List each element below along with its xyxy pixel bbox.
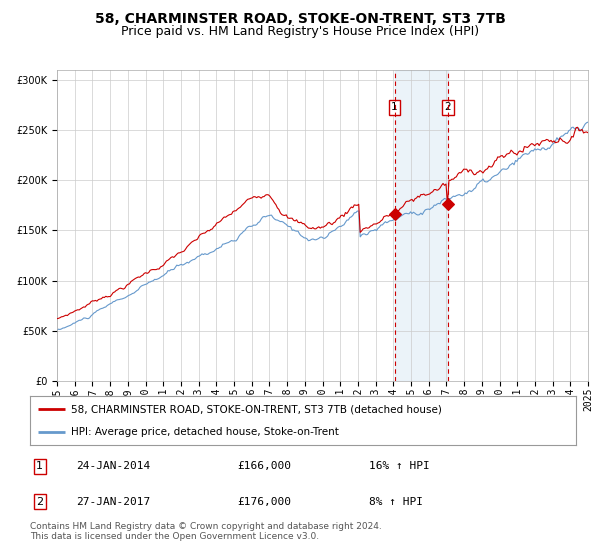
Text: 58, CHARMINSTER ROAD, STOKE-ON-TRENT, ST3 7TB: 58, CHARMINSTER ROAD, STOKE-ON-TRENT, ST…	[95, 12, 505, 26]
Text: 1: 1	[391, 102, 398, 113]
Point	[443, 200, 452, 209]
Text: 16% ↑ HPI: 16% ↑ HPI	[368, 461, 429, 471]
Text: Price paid vs. HM Land Registry's House Price Index (HPI): Price paid vs. HM Land Registry's House …	[121, 25, 479, 38]
Text: HPI: Average price, detached house, Stoke-on-Trent: HPI: Average price, detached house, Stok…	[71, 427, 339, 437]
Text: 8% ↑ HPI: 8% ↑ HPI	[368, 497, 422, 507]
Text: 2: 2	[445, 102, 451, 113]
Text: £176,000: £176,000	[238, 497, 292, 507]
Text: £166,000: £166,000	[238, 461, 292, 471]
Point	[390, 210, 400, 219]
Text: Contains HM Land Registry data © Crown copyright and database right 2024.
This d: Contains HM Land Registry data © Crown c…	[30, 522, 382, 542]
Text: 24-JAN-2014: 24-JAN-2014	[76, 461, 151, 471]
Text: 1: 1	[37, 461, 43, 471]
Bar	[395, 70, 448, 381]
Text: 58, CHARMINSTER ROAD, STOKE-ON-TRENT, ST3 7TB (detached house): 58, CHARMINSTER ROAD, STOKE-ON-TRENT, ST…	[71, 404, 442, 414]
Text: 2: 2	[36, 497, 43, 507]
Text: 27-JAN-2017: 27-JAN-2017	[76, 497, 151, 507]
